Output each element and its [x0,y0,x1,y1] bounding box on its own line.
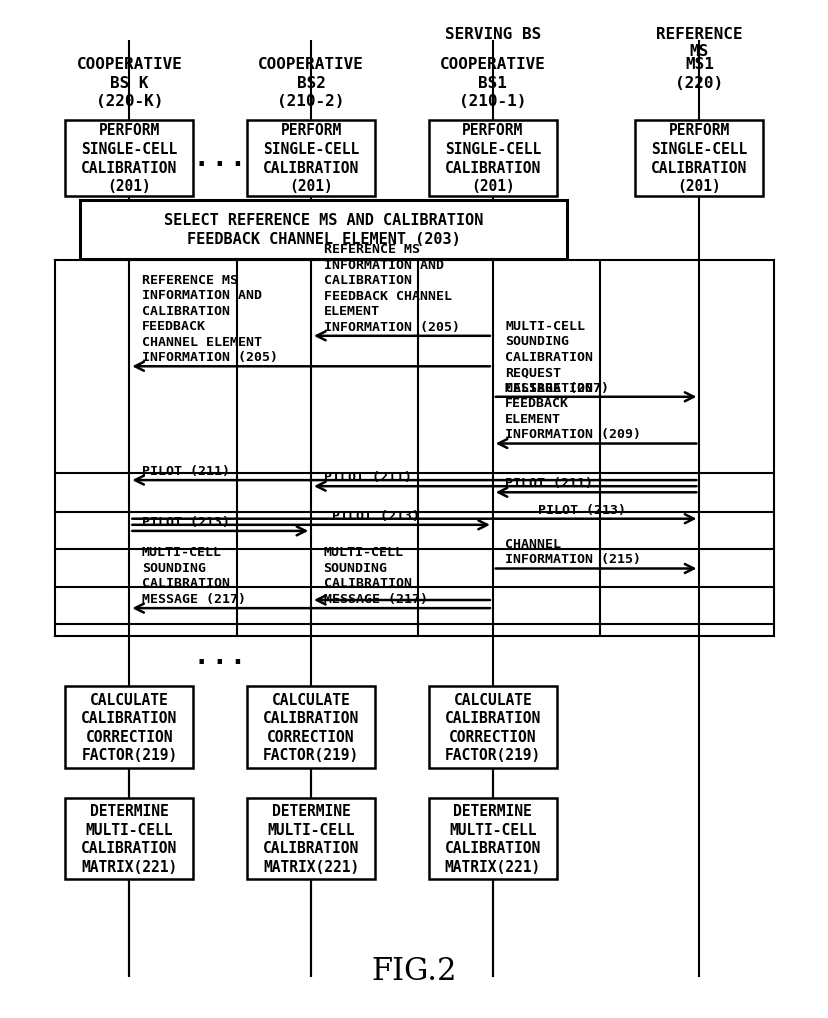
Bar [247,121,375,196]
Text: REFERENCE
MS: REFERENCE MS [656,26,742,59]
Text: REFERENCE MS
INFORMATION AND
CALIBRATION
FEEDBACK CHANNEL
ELEMENT
INFORMATION (2: REFERENCE MS INFORMATION AND CALIBRATION… [323,243,459,333]
Text: PILOT (213): PILOT (213) [537,503,626,516]
Text: DETERMINE
MULTI-CELL
CALIBRATION
MATRIX(221): DETERMINE MULTI-CELL CALIBRATION MATRIX(… [81,803,177,874]
Bar [247,798,375,880]
Text: PERFORM
SINGLE-CELL
CALIBRATION
(201): PERFORM SINGLE-CELL CALIBRATION (201) [651,123,747,194]
Text: MS1
(220): MS1 (220) [675,57,723,91]
Text: COOPERATIVE
BS K
(220-K): COOPERATIVE BS K (220-K) [76,57,182,109]
Text: PILOT (213): PILOT (213) [142,515,229,528]
Text: . . .: . . . [197,147,243,171]
Text: PERFORM
SINGLE-CELL
CALIBRATION
(201): PERFORM SINGLE-CELL CALIBRATION (201) [445,123,541,194]
Text: PILOT (211): PILOT (211) [323,470,412,484]
Text: SELECT REFERENCE MS AND CALIBRATION
FEEDBACK CHANNEL ELEMENT (203): SELECT REFERENCE MS AND CALIBRATION FEED… [164,213,483,246]
Text: PILOT (211): PILOT (211) [505,476,593,490]
Text: MULTI-CELL
SOUNDING
CALIBRATION
MESSAGE (217): MULTI-CELL SOUNDING CALIBRATION MESSAGE … [323,546,427,606]
Bar [65,687,193,768]
Bar [65,121,193,196]
Text: REFERENCE MS
INFORMATION AND
CALIBRATION
FEEDBACK
CHANNEL ELEMENT
INFORMATION (2: REFERENCE MS INFORMATION AND CALIBRATION… [142,274,277,363]
Bar [428,687,556,768]
Text: CHANNEL
INFORMATION (215): CHANNEL INFORMATION (215) [505,538,641,566]
Bar [79,201,566,260]
Text: CALCULATE
CALIBRATION
CORRECTION
FACTOR(219): CALCULATE CALIBRATION CORRECTION FACTOR(… [262,692,359,762]
Text: COOPERATIVE
BS2
(210-2): COOPERATIVE BS2 (210-2) [258,57,363,109]
Text: MULTI-CELL
SOUNDING
CALIBRATION
REQUEST
MESSAGE (207): MULTI-CELL SOUNDING CALIBRATION REQUEST … [505,320,609,394]
Bar [428,121,556,196]
Text: . . .: . . . [197,644,243,668]
Bar [635,121,763,196]
Text: CALCULATE
CALIBRATION
CORRECTION
FACTOR(219): CALCULATE CALIBRATION CORRECTION FACTOR(… [445,692,541,762]
Bar [428,798,556,880]
Text: PERFORM
SINGLE-CELL
CALIBRATION
(201): PERFORM SINGLE-CELL CALIBRATION (201) [81,123,177,194]
Text: CALIBRATION
FEEDBACK
ELEMENT
INFORMATION (209): CALIBRATION FEEDBACK ELEMENT INFORMATION… [505,382,641,441]
Text: PILOT (213): PILOT (213) [331,509,420,522]
Text: DETERMINE
MULTI-CELL
CALIBRATION
MATRIX(221): DETERMINE MULTI-CELL CALIBRATION MATRIX(… [262,803,359,874]
Text: SERVING BS: SERVING BS [445,26,541,42]
Text: DETERMINE
MULTI-CELL
CALIBRATION
MATRIX(221): DETERMINE MULTI-CELL CALIBRATION MATRIX(… [445,803,541,874]
Text: PERFORM
SINGLE-CELL
CALIBRATION
(201): PERFORM SINGLE-CELL CALIBRATION (201) [262,123,359,194]
Bar [247,687,375,768]
Text: PILOT (211): PILOT (211) [142,464,229,477]
Text: CALCULATE
CALIBRATION
CORRECTION
FACTOR(219): CALCULATE CALIBRATION CORRECTION FACTOR(… [81,692,177,762]
Text: MULTI-CELL
SOUNDING
CALIBRATION
MESSAGE (217): MULTI-CELL SOUNDING CALIBRATION MESSAGE … [142,546,246,606]
Text: FIG.2: FIG.2 [371,956,457,986]
Text: COOPERATIVE
BS1
(210-1): COOPERATIVE BS1 (210-1) [440,57,546,109]
Bar [65,798,193,880]
